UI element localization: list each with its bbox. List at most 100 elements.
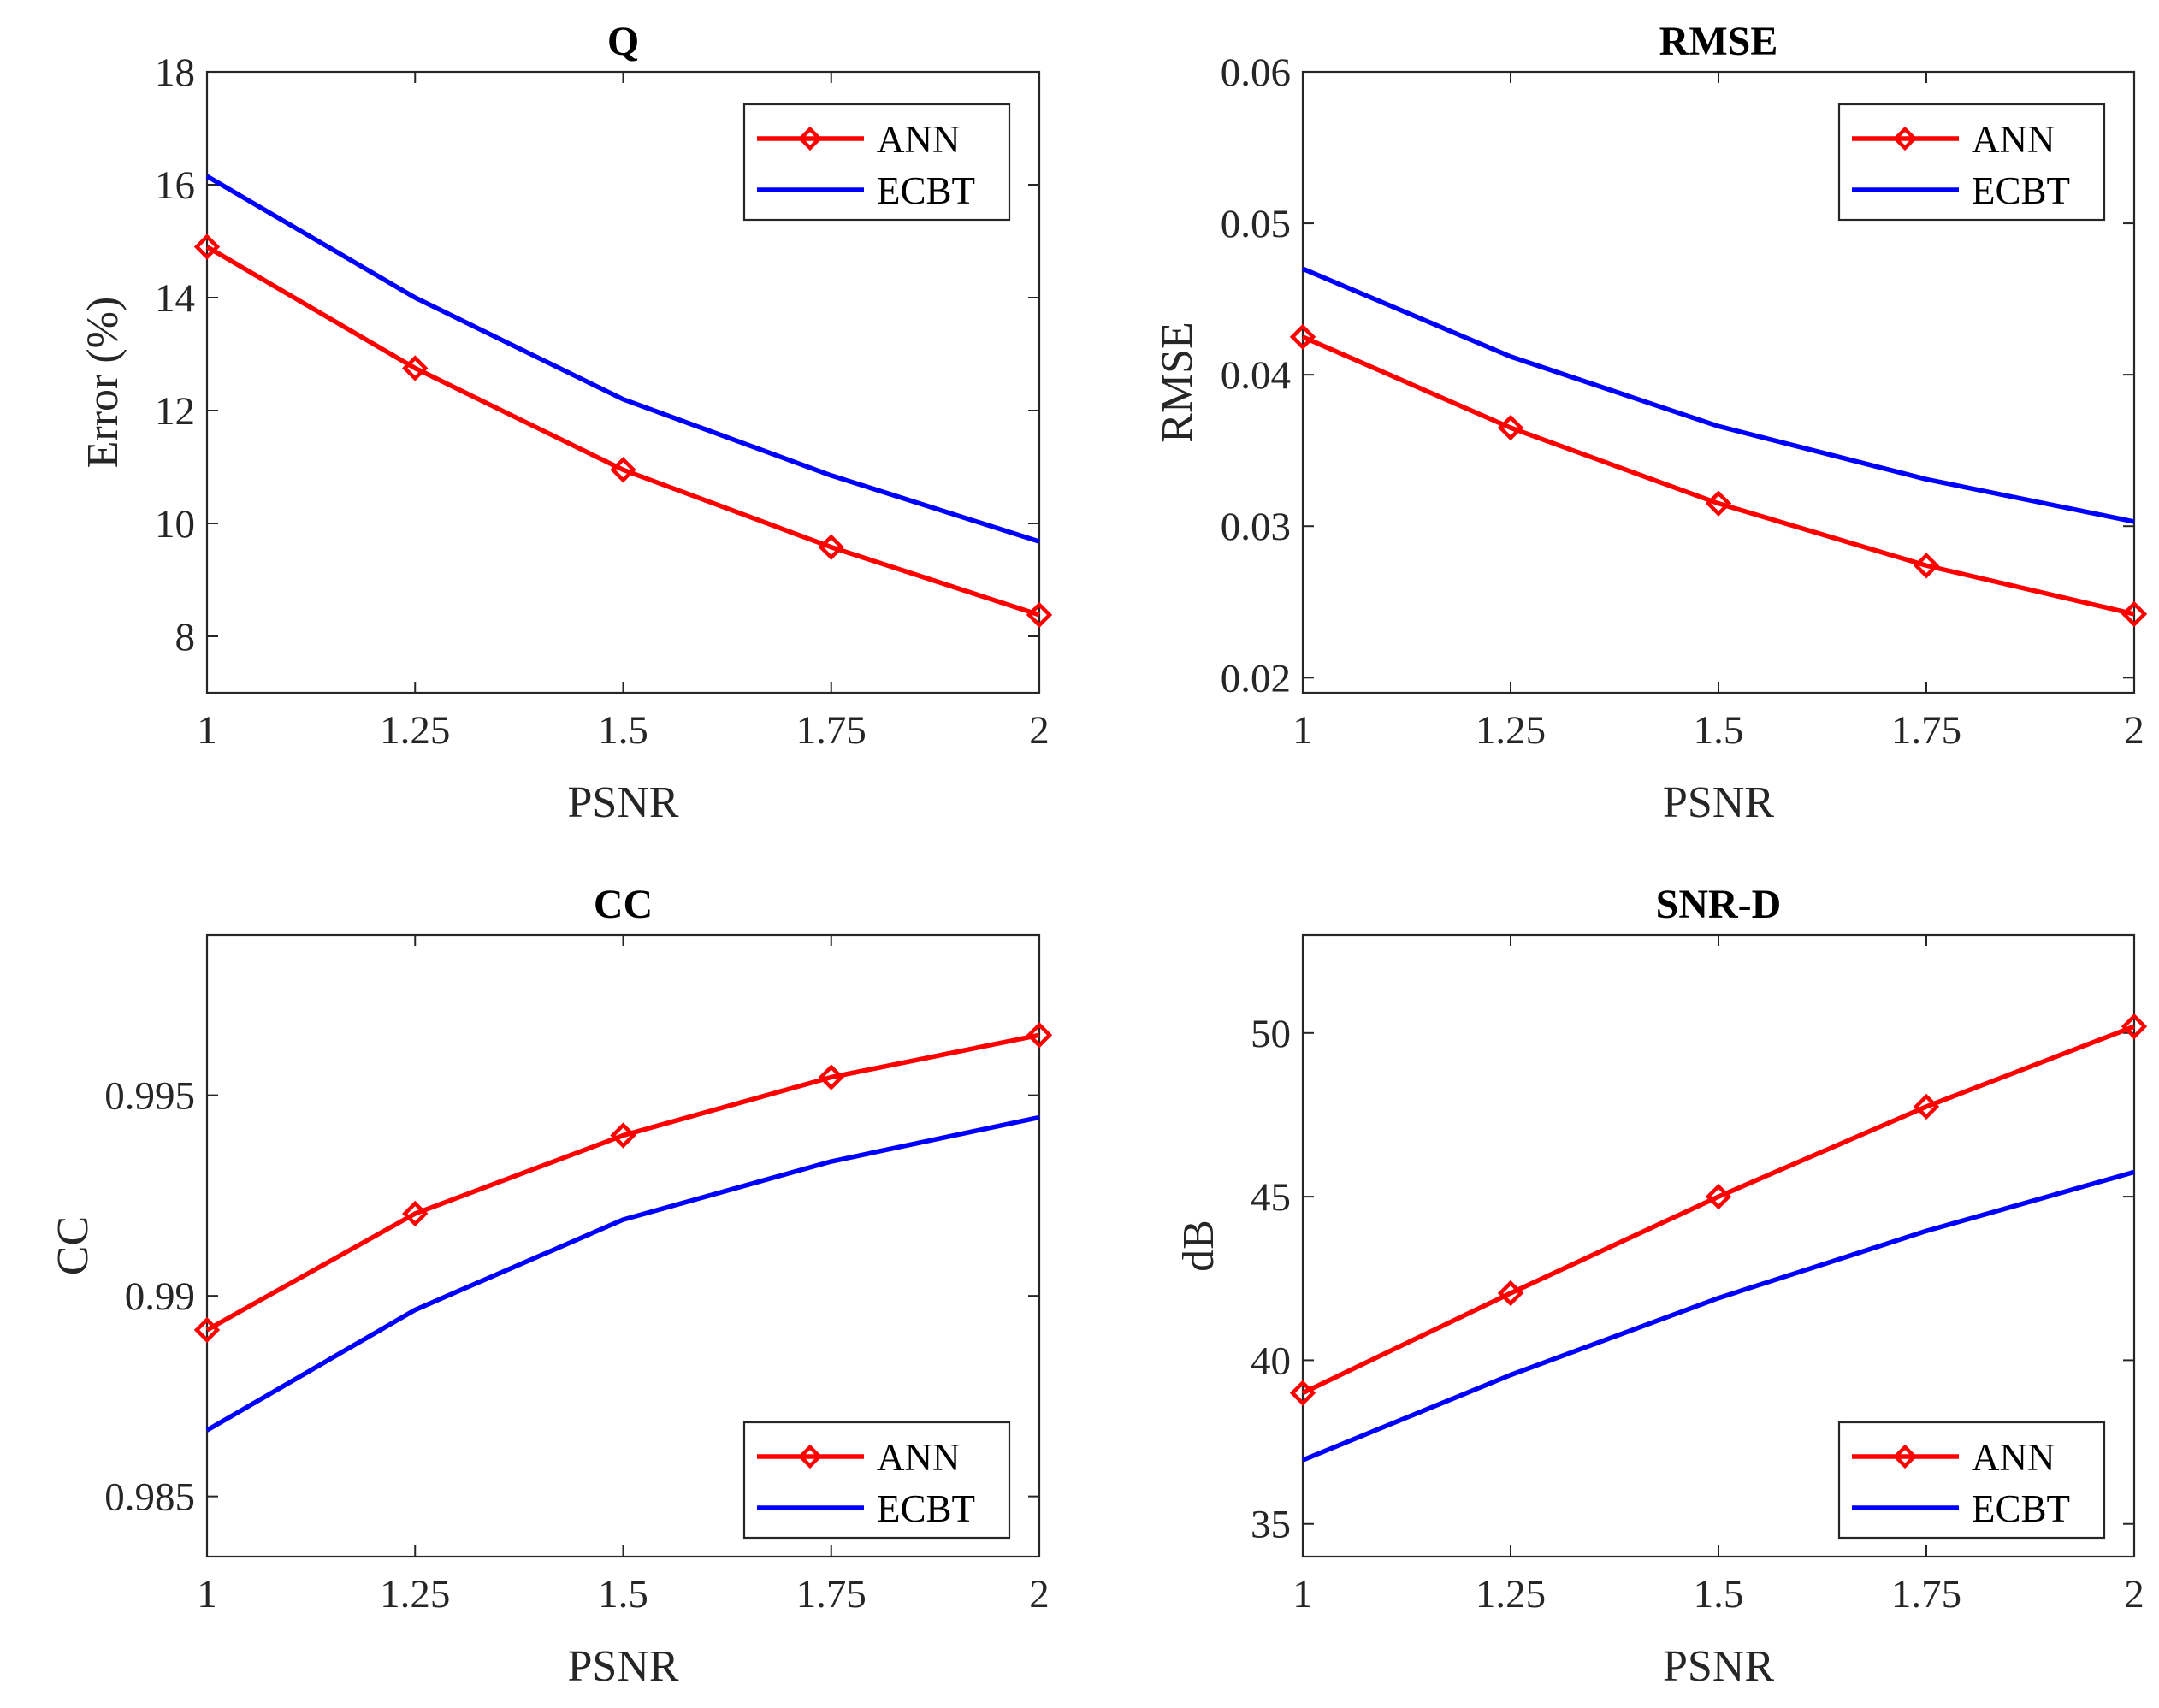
x-axis-label: PSNR — [567, 1642, 678, 1691]
data-point-ann — [1026, 1022, 1053, 1049]
series-line-ann — [1301, 1024, 2135, 1396]
y-tick-label: 0.06 — [1221, 50, 1291, 95]
legend-label-ecbt: ECBT — [877, 1487, 975, 1530]
y-tick-label: 16 — [155, 163, 195, 208]
legend-label-ann: ANN — [1972, 118, 2055, 161]
chart-2: 1 1.25 1.5 1.75 2 0.02 0.03 0.04 0.05 0.06 RMSE PSN… — [1153, 19, 2148, 827]
legend-label-ann: ANN — [877, 118, 961, 161]
x-tick-label: 1 — [197, 708, 217, 753]
x-tick-label: 1.75 — [796, 1572, 867, 1616]
chart-title: CC — [594, 882, 653, 927]
x-tick-label: 1 — [1292, 1572, 1313, 1616]
y-tick-label: 0.02 — [1221, 656, 1291, 700]
data-point-ann — [193, 1316, 221, 1344]
y-tick-label: 0.05 — [1221, 202, 1291, 246]
x-tick-label: 1.25 — [380, 708, 450, 753]
data-point-ann — [402, 355, 429, 381]
data-point-ann — [1913, 553, 1940, 579]
y-tick-label: 0.995 — [104, 1074, 195, 1119]
y-tick-label: 0.99 — [125, 1274, 195, 1319]
y-tick-label: 50 — [1251, 1012, 1291, 1056]
legend-marker-ann — [1892, 126, 1918, 151]
series-line-ecbt — [1301, 1169, 2135, 1463]
data-point-ann — [610, 457, 636, 483]
legend: ANN ECBT — [742, 1421, 1011, 1540]
data-point-ann — [1705, 490, 1732, 517]
legend-box — [1837, 1421, 2106, 1540]
data-point-ann — [193, 233, 221, 260]
y-tick-label: 18 — [155, 50, 195, 95]
data-point-ann — [1026, 601, 1053, 629]
x-axis-label: PSNR — [1663, 1642, 1774, 1691]
legend-label-ecbt: ECBT — [877, 169, 975, 212]
x-tick-label: 2 — [2124, 1572, 2144, 1616]
data-point-ann — [1497, 414, 1524, 441]
series-line-ann — [205, 245, 1040, 618]
y-tick-label: 0.985 — [104, 1475, 195, 1520]
legend: ANN ECBT — [1837, 103, 2106, 222]
series-line-ann — [1301, 334, 2135, 617]
legend: ANN ECBT — [742, 103, 1011, 222]
x-tick-label: 2 — [2124, 708, 2144, 753]
legend-label-ann: ANN — [1972, 1436, 2055, 1479]
legend-marker-ann — [1892, 1444, 1918, 1469]
x-tick-label: 2 — [1029, 1572, 1050, 1616]
x-tick-label: 2 — [1029, 708, 1050, 753]
legend-marker-ann — [797, 126, 823, 151]
data-point-ann — [1705, 1183, 1732, 1210]
chart-title: RMSE — [1659, 19, 1778, 64]
x-tick-label: 1.75 — [796, 708, 867, 753]
x-tick-label: 1 — [1292, 708, 1313, 753]
chart-3: 1 1.25 1.5 1.75 2 0.985 0.99 0.995 CC PSNR CC ANN EC… — [49, 882, 1053, 1691]
data-point-ann — [610, 1122, 636, 1149]
legend-label-ecbt: ECBT — [1972, 1487, 2070, 1530]
chart-title: SNR-D — [1656, 882, 1782, 927]
series-line-ann — [205, 1032, 1040, 1333]
data-point-ann — [1497, 1280, 1524, 1307]
y-tick-label: 14 — [155, 276, 195, 321]
x-tick-label: 1.25 — [380, 1572, 450, 1616]
y-tick-label: 12 — [155, 389, 195, 434]
x-axis-label: PSNR — [567, 778, 678, 827]
y-axis-label: dB — [1174, 1220, 1223, 1272]
y-tick-label: 8 — [175, 615, 196, 659]
x-tick-label: 1.25 — [1476, 708, 1546, 753]
series-line-ecbt — [205, 174, 1040, 544]
y-tick-label: 0.04 — [1221, 353, 1291, 398]
data-point-ann — [1913, 1093, 1940, 1120]
legend-label-ecbt: ECBT — [1972, 169, 2070, 212]
legend-box — [1837, 103, 2106, 222]
legend-label-ann: ANN — [877, 1436, 961, 1479]
y-tick-label: 35 — [1251, 1503, 1291, 1547]
data-point-ann — [1289, 323, 1316, 351]
data-point-ann — [818, 534, 844, 560]
data-point-ann — [2121, 1013, 2148, 1040]
y-axis-label: CC — [49, 1216, 98, 1275]
x-tick-label: 1 — [197, 1572, 217, 1616]
series-line-ecbt — [205, 1114, 1040, 1433]
data-point-ann — [2121, 600, 2148, 628]
chart-title: Q — [607, 19, 639, 64]
legend-box — [742, 1421, 1011, 1540]
x-tick-label: 1.75 — [1891, 1572, 1961, 1616]
x-tick-label: 1.5 — [598, 1572, 648, 1616]
y-axis-label: Error (%) — [79, 297, 127, 469]
x-tick-label: 1.75 — [1891, 708, 1961, 753]
y-tick-label: 0.03 — [1221, 505, 1291, 549]
legend-marker-ann — [797, 1444, 823, 1469]
x-tick-label: 1.5 — [598, 708, 648, 753]
data-point-ann — [818, 1064, 844, 1090]
y-axis-label: RMSE — [1153, 322, 1202, 443]
y-tick-label: 10 — [155, 502, 195, 547]
legend: ANN ECBT — [1837, 1421, 2106, 1540]
x-tick-label: 1.25 — [1476, 1572, 1546, 1616]
x-tick-label: 1.5 — [1694, 708, 1744, 753]
series-line-ecbt — [1301, 266, 2135, 524]
y-tick-label: 40 — [1251, 1339, 1291, 1383]
chart-4: 1 1.25 1.5 1.75 2 35 40 45 50 SNR-D PSNR dB ANN ECBT — [1174, 882, 2148, 1691]
legend-box — [742, 103, 1011, 222]
data-point-ann — [402, 1200, 429, 1227]
data-point-ann — [1289, 1380, 1316, 1406]
chart-1: 1 1.25 1.5 1.75 2 8 10 12 14 16 18 Q PSNR Error (%) AN… — [79, 19, 1053, 827]
